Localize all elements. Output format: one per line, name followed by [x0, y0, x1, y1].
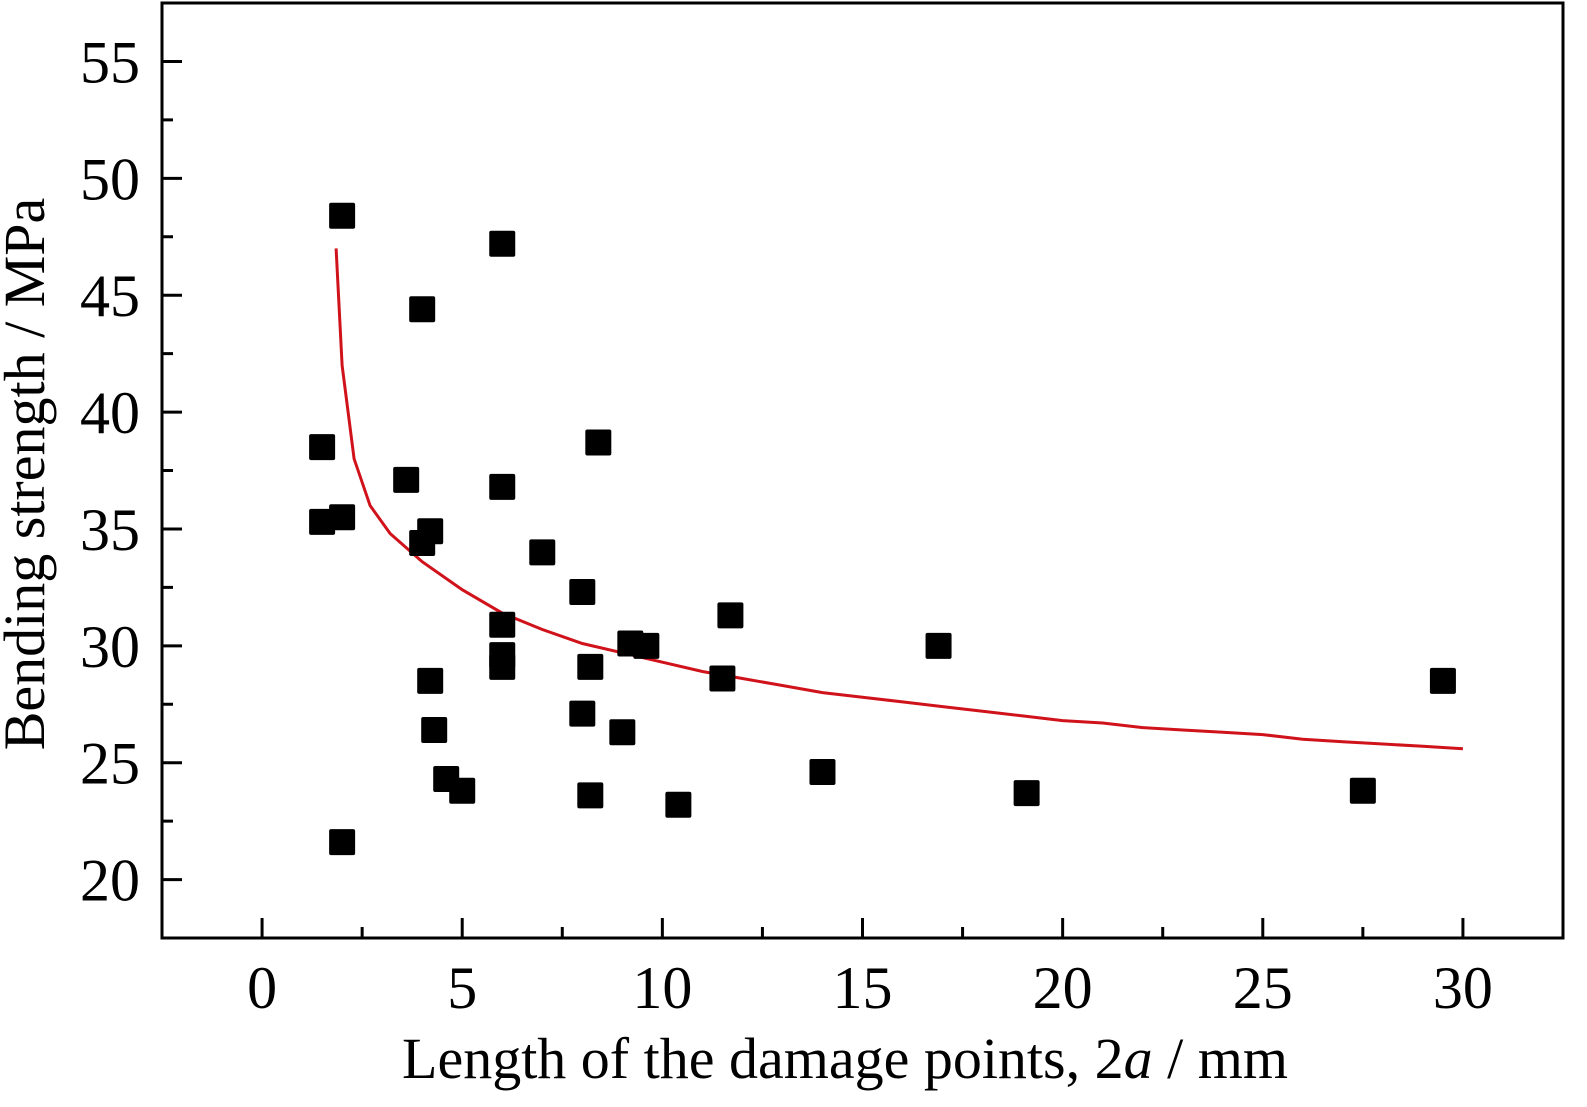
data-point [585, 429, 612, 456]
data-point [393, 466, 420, 493]
x-axis-title-italic: a [1124, 1026, 1153, 1091]
x-tick-label: 5 [447, 955, 477, 1021]
data-point [1013, 780, 1040, 807]
data-point [665, 791, 692, 818]
data-point [489, 653, 516, 680]
data-point [309, 508, 336, 535]
data-point [329, 504, 356, 531]
y-tick-label: 20 [80, 848, 140, 914]
fit-curve [334, 248, 1463, 751]
x-tick-label: 15 [833, 955, 893, 1021]
data-point [489, 473, 516, 500]
data-point [633, 632, 660, 659]
data-point [421, 716, 448, 743]
data-point [577, 782, 604, 809]
data-point [569, 700, 596, 727]
x-tick-label: 30 [1433, 955, 1493, 1021]
data-point [1429, 667, 1456, 694]
data-point [709, 665, 736, 692]
axis-ticks [162, 59, 1465, 938]
data-point [449, 777, 476, 804]
data-point [409, 296, 436, 323]
data-point [417, 518, 444, 545]
data-point [417, 667, 444, 694]
y-tick-label: 30 [80, 614, 140, 680]
data-point [577, 653, 604, 680]
x-tick-label: 10 [632, 955, 692, 1021]
y-tick-label: 40 [80, 380, 140, 446]
y-tick-label: 55 [80, 29, 140, 95]
y-axis-title: Bending strength / MPa [0, 198, 57, 751]
data-point [925, 632, 952, 659]
data-point [717, 602, 744, 629]
data-point [1349, 777, 1376, 804]
data-point [489, 230, 516, 257]
y-tick-label: 50 [80, 146, 140, 212]
y-tick-label: 25 [80, 731, 140, 797]
data-point [309, 434, 336, 461]
tick-labels: 0 5 10 15 20 25 30 20 25 30 35 40 45 50 55 [80, 29, 1493, 1021]
data-points [309, 202, 1456, 856]
x-tick-label: 25 [1233, 955, 1293, 1021]
x-tick-label: 20 [1033, 955, 1093, 1021]
data-point [809, 759, 836, 786]
x-tick-label: 0 [247, 955, 277, 1021]
data-point [329, 202, 356, 229]
y-tick-label: 35 [80, 497, 140, 563]
x-axis-title: Length of the damage points, 2a / mm [402, 1026, 1288, 1091]
data-point [489, 611, 516, 638]
data-point [609, 719, 636, 746]
data-point [329, 829, 356, 856]
y-tick-label: 45 [80, 263, 140, 329]
x-axis-title-main: Length of the damage points, 2 [402, 1026, 1124, 1091]
x-axis-title-unit: / mm [1153, 1026, 1288, 1091]
data-point [569, 579, 596, 606]
data-point [529, 539, 556, 566]
